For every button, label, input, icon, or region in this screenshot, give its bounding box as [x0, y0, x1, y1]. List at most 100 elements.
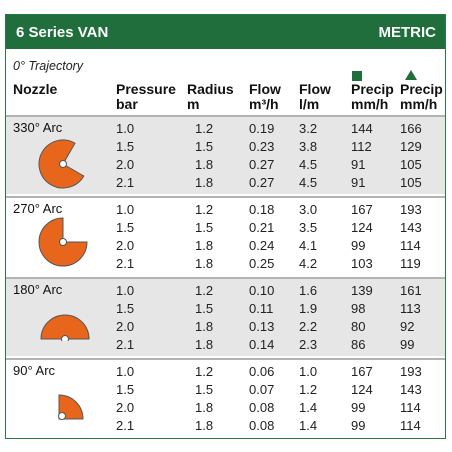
col-pressure-unit: bar — [116, 96, 138, 112]
col-flow-m3h-title: Flow — [249, 81, 281, 97]
cell-precip-square: 99 — [351, 400, 366, 415]
cell-pressure: 2.0 — [116, 319, 135, 334]
cell-radius: 1.8 — [195, 400, 214, 415]
cell-precip-square: 99 — [351, 418, 366, 433]
cell-precip-triangle: 114 — [400, 400, 421, 415]
nozzle-group: 330° Arc 1.0 1.2 0.19 3.2 144 166 1.5 1.5 0.23 3.8… — [6, 115, 445, 194]
triangle-spacing-icon — [405, 70, 417, 80]
cell-flow-m3h: 0.13 — [249, 319, 275, 334]
cell-precip-square: 112 — [351, 139, 372, 154]
cell-radius: 1.8 — [195, 418, 214, 433]
cell-flow-lm: 1.4 — [299, 418, 318, 433]
cell-precip-triangle: 161 — [400, 283, 422, 298]
cell-pressure: 2.0 — [116, 400, 135, 415]
cell-precip-square: 86 — [351, 337, 366, 352]
cell-flow-lm: 1.0 — [299, 364, 318, 379]
col-precip-triangle-header: Precip mm/h — [400, 82, 443, 112]
cell-flow-lm: 3.8 — [299, 139, 318, 154]
cell-pressure: 1.5 — [116, 139, 135, 154]
cell-flow-m3h: 0.27 — [249, 157, 275, 172]
cell-flow-m3h: 0.07 — [249, 382, 275, 397]
group-divider — [6, 196, 445, 198]
cell-precip-triangle: 92 — [400, 319, 415, 334]
cell-precip-square: 99 — [351, 238, 366, 253]
cell-flow-m3h: 0.27 — [249, 175, 275, 190]
cell-radius: 1.5 — [195, 139, 214, 154]
cell-flow-m3h: 0.19 — [249, 121, 275, 136]
cell-radius: 1.8 — [195, 319, 214, 334]
cell-flow-lm: 3.5 — [299, 220, 318, 235]
cell-pressure: 1.0 — [116, 121, 135, 136]
col-flow-lm-header: Flow l/m — [299, 82, 331, 112]
col-precip-square-title: Precip — [351, 81, 394, 97]
group-divider — [6, 358, 445, 360]
cell-precip-square: 91 — [351, 175, 366, 190]
cell-flow-m3h: 0.06 — [249, 364, 275, 379]
cell-pressure: 2.0 — [116, 238, 135, 253]
cell-precip-square: 124 — [351, 220, 373, 235]
nozzle-group: 180° Arc 1.0 1.2 0.10 1.6 139 161 1.5 1.5 0.11 1.9… — [6, 277, 445, 356]
cell-precip-triangle: 193 — [400, 202, 422, 217]
cell-pressure: 1.5 — [116, 382, 135, 397]
cell-flow-lm: 3.2 — [299, 121, 318, 136]
cell-precip-triangle: 119 — [400, 256, 421, 271]
cell-radius: 1.2 — [195, 283, 214, 298]
cell-flow-m3h: 0.14 — [249, 337, 275, 352]
cell-precip-triangle: 105 — [400, 157, 422, 172]
col-pressure-title: Pressure — [116, 81, 176, 97]
col-precip-square-unit: mm/h — [351, 96, 389, 112]
cell-flow-lm: 4.5 — [299, 175, 318, 190]
cell-flow-lm: 2.3 — [299, 337, 318, 352]
cell-flow-m3h: 0.18 — [249, 202, 275, 217]
group-divider — [6, 115, 445, 117]
cell-radius: 1.8 — [195, 337, 214, 352]
cell-precip-triangle: 143 — [400, 382, 422, 397]
cell-precip-triangle: 193 — [400, 364, 422, 379]
cell-precip-square: 124 — [351, 382, 373, 397]
cell-radius: 1.5 — [195, 220, 214, 235]
cell-precip-square: 91 — [351, 157, 366, 172]
cell-radius: 1.8 — [195, 175, 214, 190]
col-precip-square-header: Precip mm/h — [351, 82, 394, 112]
cell-flow-lm: 1.9 — [299, 301, 318, 316]
cell-precip-square: 167 — [351, 364, 373, 379]
cell-flow-lm: 1.2 — [299, 382, 318, 397]
trajectory-label: 0° Trajectory — [13, 59, 84, 73]
nozzle-group: 270° Arc 1.0 1.2 0.18 3.0 167 193 1.5 1.5 0.21 3.5… — [6, 196, 445, 275]
table-header-bar: 6 Series VAN METRIC — [6, 15, 445, 49]
cell-radius: 1.2 — [195, 364, 214, 379]
cell-flow-lm: 4.5 — [299, 157, 318, 172]
cell-precip-triangle: 143 — [400, 220, 422, 235]
col-flow-lm-title: Flow — [299, 81, 331, 97]
cell-precip-triangle: 113 — [400, 301, 421, 316]
cell-radius: 1.2 — [195, 202, 214, 217]
col-pressure-header: Pressure bar — [116, 82, 176, 112]
cell-pressure: 2.1 — [116, 175, 135, 190]
cell-radius: 1.8 — [195, 256, 214, 271]
cell-pressure: 2.1 — [116, 418, 135, 433]
cell-radius: 1.5 — [195, 301, 214, 316]
cell-flow-lm: 1.4 — [299, 400, 318, 415]
cell-pressure: 1.0 — [116, 364, 135, 379]
cell-flow-m3h: 0.23 — [249, 139, 275, 154]
table-title: 6 Series VAN — [16, 24, 109, 41]
cell-radius: 1.8 — [195, 238, 214, 253]
col-radius-title: Radius — [187, 81, 234, 97]
cell-radius: 1.8 — [195, 157, 214, 172]
cell-pressure: 2.0 — [116, 157, 135, 172]
cell-radius: 1.2 — [195, 121, 214, 136]
nozzle-330-icon — [38, 139, 85, 189]
cell-flow-lm: 1.6 — [299, 283, 318, 298]
cell-pressure: 1.5 — [116, 301, 135, 316]
col-precip-triangle-title: Precip — [400, 81, 443, 97]
cell-precip-triangle: 114 — [400, 238, 421, 253]
cell-flow-lm: 4.1 — [299, 238, 318, 253]
nozzle-group: 90° Arc 1.0 1.2 0.06 1.0 167 193 1.5 1.5 0.07 1.2 1… — [6, 358, 445, 437]
nozzle-90-icon — [58, 394, 84, 420]
cell-flow-lm: 2.2 — [299, 319, 318, 334]
cell-precip-triangle: 114 — [400, 418, 421, 433]
cell-pressure: 1.5 — [116, 220, 135, 235]
nozzle-270-icon — [38, 217, 88, 267]
units-label: METRIC — [378, 24, 437, 41]
cell-radius: 1.5 — [195, 382, 214, 397]
